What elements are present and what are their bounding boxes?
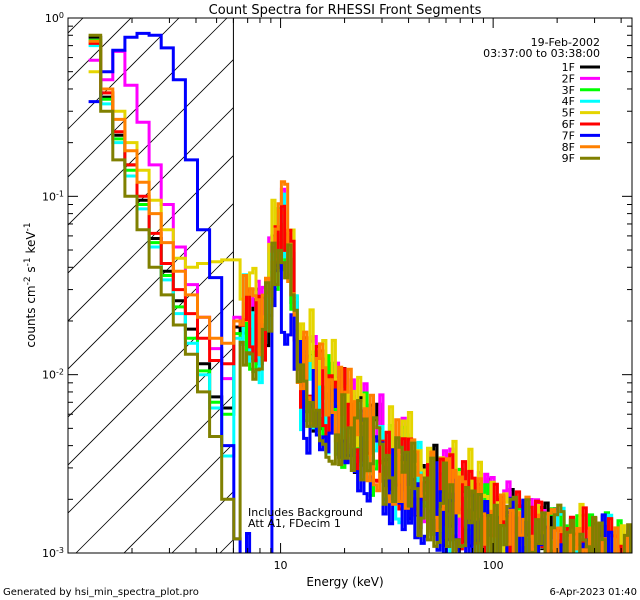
footer-generated-by: Generated by hsi_min_spectra_plot.pro [3,587,199,598]
x-axis-label: Energy (keV) [306,575,383,589]
legend-label-3F: 3F [562,84,575,97]
y-axis-label-sup3: -1 [23,222,33,231]
observation-date: 19-Feb-2002 [531,36,600,49]
hatch-line [68,18,180,130]
y-tick-base: 10 [42,369,56,382]
legend-label-9F: 9F [562,152,575,165]
legend-label-2F: 2F [562,72,575,85]
y-tick-label: 10-1 [42,189,64,204]
x-tick-label: 100 [483,559,504,572]
legend-label-1F: 1F [562,61,575,74]
y-axis-label-part2: s [24,266,38,276]
y-tick-base: 10 [42,190,56,203]
y-tick-exp: -1 [56,189,64,198]
y-tick-exp: 0 [59,11,64,20]
y-tick-label: 100 [45,11,64,26]
y-axis-label-part1: counts cm [24,285,38,347]
legend-label-4F: 4F [562,95,575,108]
footer-timestamp: 6-Apr-2023 01:40 [550,587,637,598]
y-axis-label: counts cm-2 s-1 keV-1 [23,222,38,347]
y-tick-exp: -3 [56,546,64,555]
legend-label-5F: 5F [562,107,575,120]
y-axis-label-sup1: -2 [23,276,33,285]
observation-time-range: 03:37:00 to 03:38:00 [483,47,600,60]
series-line-9F [88,33,632,553]
y-tick-exp: -2 [56,367,64,376]
legend-label-8F: 8F [562,141,575,154]
plot-frame [67,17,633,554]
y-axis-label-sup2: -1 [23,257,33,266]
y-tick-label: 10-3 [42,546,64,561]
series-layer [88,31,632,553]
annotation-background: Includes Background [248,506,363,519]
y-tick-base: 10 [45,12,59,25]
y-axis-label-part3: keV [24,231,38,258]
y-tick-label: 10-2 [42,367,64,382]
y-tick-base: 10 [42,547,56,560]
chart-title: Count Spectra for RHESSI Front Segments [209,3,482,18]
legend-label-6F: 6F [562,118,575,131]
legend-label-7F: 7F [562,129,575,142]
annotation-attenuator: Att A1, FDecim 1 [248,517,341,530]
x-tick-label: 10 [274,559,288,572]
